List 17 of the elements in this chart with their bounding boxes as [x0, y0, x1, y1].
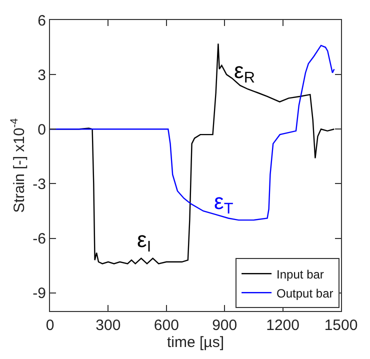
- annotation: ε$_{I}$: [137, 227, 152, 256]
- y-tick-label: 3: [38, 66, 46, 84]
- legend-label: Output bar: [276, 286, 334, 300]
- annotation: ε$_{T}$: [214, 189, 234, 218]
- x-tick-label: 1500: [324, 317, 358, 334]
- y-tick-label: -3: [32, 176, 46, 193]
- x-tick-label: 300: [96, 317, 121, 334]
- y-tick-label: -9: [32, 285, 46, 302]
- y-tick-label: 0: [38, 121, 46, 138]
- x-axis-title: time [µs]: [167, 334, 224, 351]
- x-tick-label: 900: [212, 317, 238, 334]
- y-tick-label: 6: [38, 12, 46, 30]
- annotation: ε$_{R}$: [234, 58, 255, 87]
- x-tick-label: 1200: [266, 317, 300, 334]
- x-tick-label: 600: [154, 317, 179, 334]
- legend-label: Input bar: [276, 267, 324, 282]
- y-tick-label: -6: [32, 230, 46, 248]
